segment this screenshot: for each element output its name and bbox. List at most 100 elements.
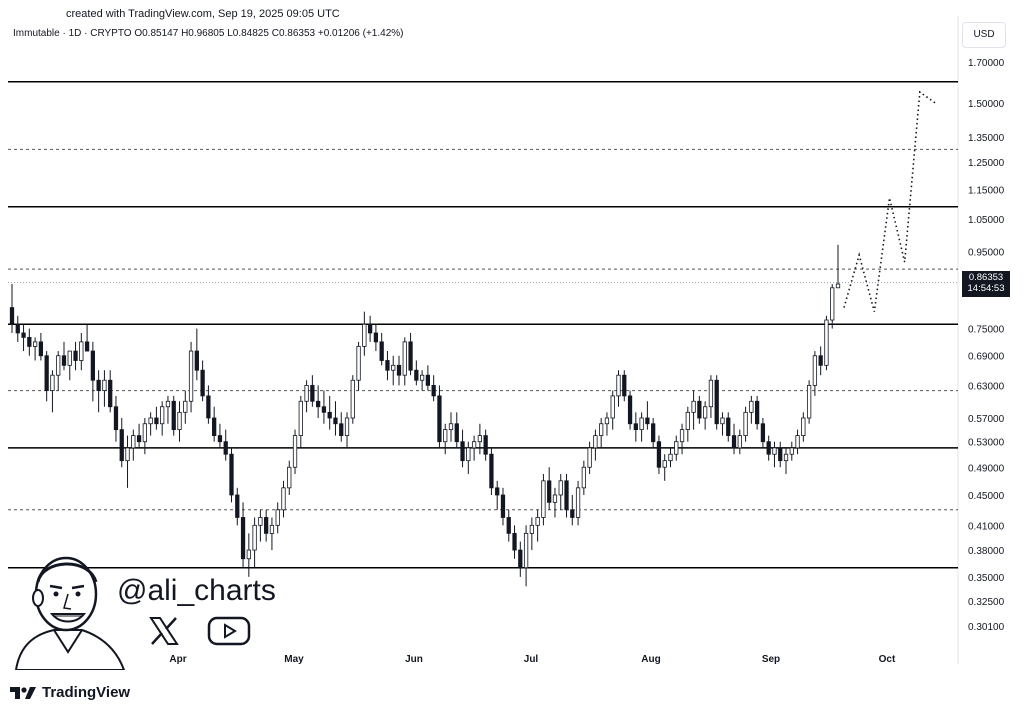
candle-down [235,494,240,518]
candle-down [437,395,442,443]
candle-down [755,400,760,425]
candle-up [142,423,147,443]
candle-down [194,350,199,371]
candle-up [292,435,298,468]
youtube-play-icon[interactable] [207,615,251,647]
candle-up [391,364,396,371]
candle-up [252,524,257,551]
candle-up [737,435,742,449]
candle-up [287,466,292,489]
candle-down [697,400,702,419]
currency-button[interactable]: USD [962,22,1006,48]
candle-up [258,517,263,526]
y-tick-label: 0.53000 [968,438,1005,449]
candle-down [431,384,436,397]
y-tick-label: 1.35000 [968,133,1005,144]
x-tick-label: Jun [405,654,423,665]
candle-up [275,509,280,526]
candle-down [731,435,737,449]
candle-up [708,379,714,408]
symbol-label[interactable]: Immutable · 1D · CRYPTO [13,28,132,39]
y-tick-label: 1.50000 [968,99,1005,110]
candle-down [714,379,719,425]
candle-down [460,441,465,462]
x-tick-label: Oct [879,654,896,665]
candle-down [61,355,67,366]
candle-up [604,417,610,425]
avatar-illustration [14,556,126,670]
candle-up [362,323,367,347]
candle-down [627,395,633,425]
candle-up [471,441,477,449]
candle-up [32,341,38,347]
candle-up [720,417,725,425]
candle-down [425,374,431,386]
candle-up [281,487,286,511]
candle-up [824,319,829,366]
candle-down [818,355,823,366]
y-tick-label: 0.75000 [968,325,1005,336]
candle-down [217,435,223,443]
x-tick-label: Jul [524,654,539,665]
candle-up [674,441,679,455]
candle-up [131,435,136,449]
candle-up [806,384,812,419]
candle-down [506,517,511,534]
candle-up [639,417,644,431]
y-tick-label: 0.30100 [968,622,1005,633]
candle-up [443,429,448,443]
candle-down [240,517,246,560]
candle-down [310,384,315,402]
candle-up [662,460,667,468]
candle-up [749,400,754,413]
candle-up [304,384,309,402]
candle-up [783,453,789,462]
candle-down [73,350,78,361]
candle-down [339,423,344,436]
x-logo-icon[interactable] [147,614,181,648]
y-tick-label: 1.15000 [968,185,1005,196]
candle-up [743,411,748,436]
candle-up [587,447,592,468]
tradingview-brand[interactable]: TradingView [10,684,130,701]
candle-up [246,549,251,560]
candle-down [766,441,771,455]
candle-down [512,532,517,551]
y-tick-label: 0.69000 [968,352,1005,363]
candle-up [177,411,182,431]
candle-down [656,441,662,468]
y-tick-label: 0.35000 [968,573,1005,584]
candle-up [350,379,355,419]
y-tick-label: 0.45000 [968,491,1005,502]
candle-up [165,400,171,408]
candle-up [541,480,546,518]
candle-down [21,332,26,338]
candle-down [200,369,205,397]
candle-down [651,423,656,443]
candle-down [171,400,176,431]
candle-down [778,447,783,462]
low-value: L0.84825 [227,28,269,39]
candle-down [136,435,142,443]
candle-down [414,369,419,381]
candle-down [327,411,332,419]
candle-up [188,350,194,402]
candle-down [113,406,119,431]
candle-down [333,417,338,425]
tradingview-logo-icon [10,686,36,699]
x-tick-label: Sep [762,654,780,665]
y-tick-label: 0.95000 [968,248,1005,259]
bar-countdown: 14:54:53 [967,282,1005,294]
candle-up [599,423,604,436]
candle-down [212,417,217,436]
candle-down [27,336,32,347]
candle-up [523,532,529,569]
candle-up [593,435,598,449]
candle-down [15,323,20,334]
candle-up [529,524,534,534]
candle-down [483,435,488,455]
x-tick-label: May [284,654,304,665]
candle-up [56,355,61,376]
candle-up [419,374,425,381]
